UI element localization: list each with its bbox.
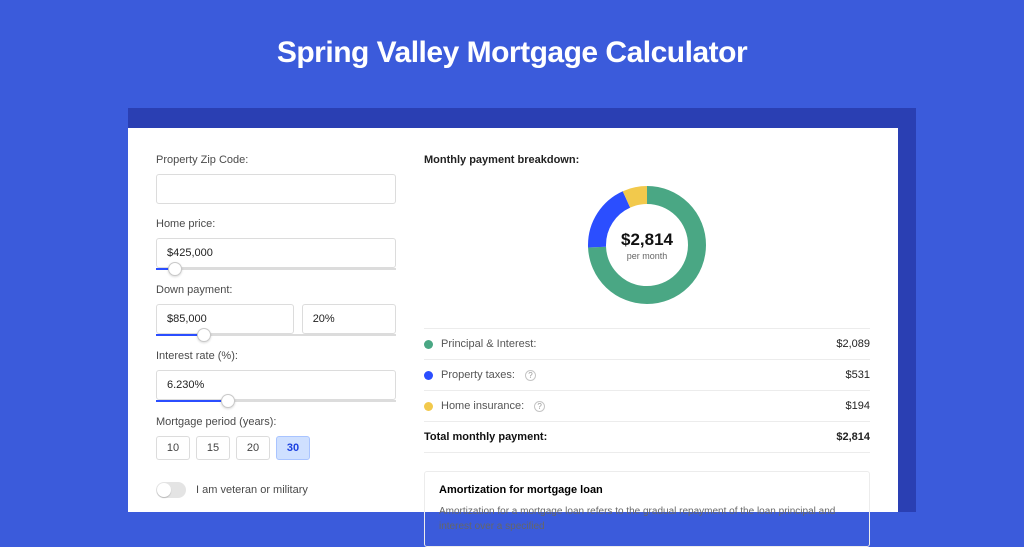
down-payment-slider[interactable] xyxy=(156,334,396,336)
legend-label-2: Home insurance: xyxy=(441,400,524,412)
legend-row-total: Total monthly payment: $2,814 xyxy=(424,422,870,453)
veteran-label: I am veteran or military xyxy=(196,484,308,496)
amortization-title: Amortization for mortgage loan xyxy=(439,484,855,496)
home-price-label: Home price: xyxy=(156,218,396,230)
page-title: Spring Valley Mortgage Calculator xyxy=(0,0,1024,70)
donut-center: $2,814 per month xyxy=(582,180,712,310)
legend-value-2: $194 xyxy=(846,400,870,412)
zip-label: Property Zip Code: xyxy=(156,154,396,166)
legend-total-label: Total monthly payment: xyxy=(424,431,547,443)
donut-wrap: $2,814 per month xyxy=(424,174,870,328)
legend-dot-2 xyxy=(424,402,433,411)
help-icon[interactable]: ? xyxy=(525,370,536,381)
zip-field: Property Zip Code: xyxy=(156,154,396,204)
amortization-body: Amortization for a mortgage loan refers … xyxy=(439,504,855,534)
interest-slider-fill xyxy=(156,400,228,402)
veteran-toggle[interactable] xyxy=(156,482,186,498)
period-label: Mortgage period (years): xyxy=(156,416,396,428)
zip-input[interactable] xyxy=(156,174,396,204)
period-options: 10152030 xyxy=(156,436,396,460)
down-payment-label: Down payment: xyxy=(156,284,396,296)
legend-row-1: Property taxes:? $531 xyxy=(424,360,870,391)
down-payment-field: Down payment: xyxy=(156,284,396,336)
interest-input[interactable] xyxy=(156,370,396,400)
interest-label: Interest rate (%): xyxy=(156,350,396,362)
donut-chart: $2,814 per month xyxy=(582,180,712,310)
interest-slider-thumb[interactable] xyxy=(221,394,235,408)
legend-dot-0 xyxy=(424,340,433,349)
form-column: Property Zip Code: Home price: Down paym… xyxy=(156,154,396,547)
home-price-input[interactable] xyxy=(156,238,396,268)
legend-label-1: Property taxes: xyxy=(441,369,515,381)
period-btn-30[interactable]: 30 xyxy=(276,436,310,460)
period-btn-10[interactable]: 10 xyxy=(156,436,190,460)
legend-dot-1 xyxy=(424,371,433,380)
legend-total-value: $2,814 xyxy=(836,431,870,443)
legend-row-0: Principal & Interest: $2,089 xyxy=(424,329,870,360)
home-price-slider[interactable] xyxy=(156,268,396,270)
home-price-slider-thumb[interactable] xyxy=(168,262,182,276)
veteran-row: I am veteran or military xyxy=(156,482,396,498)
period-btn-15[interactable]: 15 xyxy=(196,436,230,460)
donut-sub: per month xyxy=(627,251,668,261)
interest-slider[interactable] xyxy=(156,400,396,402)
period-field: Mortgage period (years): 10152030 xyxy=(156,416,396,460)
legend: Principal & Interest: $2,089 Property taxe… xyxy=(424,328,870,453)
down-payment-amount-input[interactable] xyxy=(156,304,294,334)
calculator-card: Property Zip Code: Home price: Down paym… xyxy=(128,128,898,512)
home-price-field: Home price: xyxy=(156,218,396,270)
down-payment-slider-thumb[interactable] xyxy=(197,328,211,342)
amortization-box: Amortization for mortgage loan Amortizat… xyxy=(424,471,870,547)
legend-label-0: Principal & Interest: xyxy=(441,338,536,350)
veteran-toggle-knob xyxy=(157,483,171,497)
legend-value-1: $531 xyxy=(846,369,870,381)
donut-amount: $2,814 xyxy=(621,230,673,250)
interest-field: Interest rate (%): xyxy=(156,350,396,402)
legend-row-2: Home insurance:? $194 xyxy=(424,391,870,422)
legend-value-0: $2,089 xyxy=(836,338,870,350)
breakdown-title: Monthly payment breakdown: xyxy=(424,154,870,166)
breakdown-column: Monthly payment breakdown: $2,814 per mo… xyxy=(424,154,870,547)
down-payment-pct-input[interactable] xyxy=(302,304,396,334)
help-icon[interactable]: ? xyxy=(534,401,545,412)
period-btn-20[interactable]: 20 xyxy=(236,436,270,460)
